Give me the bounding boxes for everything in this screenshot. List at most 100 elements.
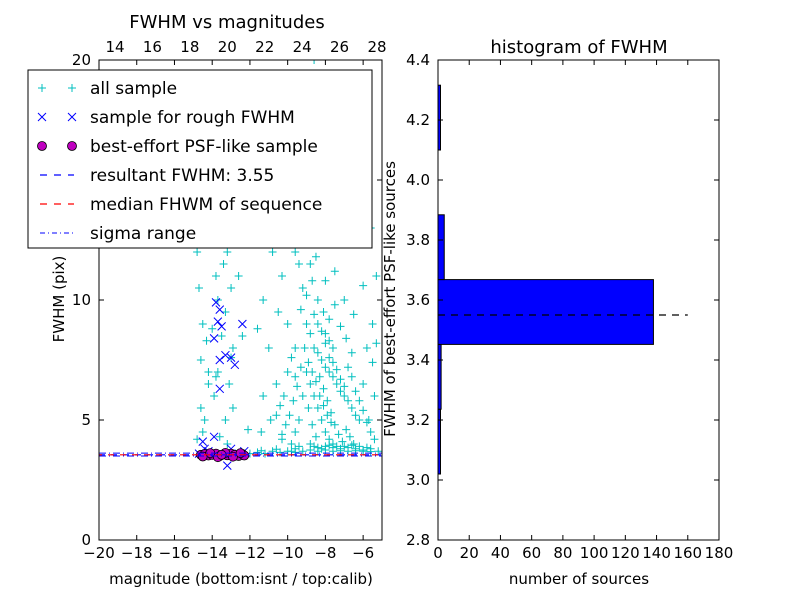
right-y-tick-label: 3.4 <box>406 351 430 369</box>
data-point <box>342 425 351 434</box>
data-point <box>287 440 296 448</box>
data-point <box>338 437 347 446</box>
legend-label: best-effort PSF-like sample <box>90 137 318 157</box>
data-point <box>340 442 349 451</box>
data-point <box>321 276 330 285</box>
data-point <box>344 447 353 456</box>
data-point <box>334 430 343 439</box>
data-point <box>283 447 292 456</box>
right-x-tick-label: 20 <box>460 544 479 562</box>
data-point <box>351 411 360 420</box>
left-x-tick-label: −18 <box>121 544 153 562</box>
left-top-x-tick-label: 14 <box>105 38 124 56</box>
legend-marker <box>37 141 47 151</box>
data-point <box>366 447 375 456</box>
data-point <box>362 443 371 452</box>
data-point <box>296 305 305 314</box>
right-x-tick-label: 120 <box>611 544 640 562</box>
data-point <box>198 437 208 446</box>
data-point <box>300 344 309 352</box>
data-point <box>340 296 349 304</box>
right-x-tick-label: 180 <box>705 544 734 562</box>
left-top-x-tick-label: 20 <box>218 38 237 56</box>
legend-entry: best-effort PSF-like sample <box>37 137 318 157</box>
data-point <box>196 404 205 412</box>
data-point <box>319 401 328 410</box>
data-point <box>211 372 220 381</box>
right-x-tick-label: 160 <box>673 544 702 562</box>
data-point <box>193 248 202 256</box>
right-y-tick-label: 4.0 <box>406 171 430 189</box>
data-point <box>313 447 322 456</box>
data-point <box>208 324 217 333</box>
left-x-tick-label: −8 <box>314 544 336 562</box>
data-point <box>211 272 220 280</box>
data-point <box>359 406 368 415</box>
data-point <box>317 416 326 424</box>
left-top-x-tick-label: 24 <box>293 38 312 56</box>
data-point <box>257 428 266 436</box>
legend-entry: all sample <box>38 79 177 99</box>
data-point <box>310 344 319 352</box>
data-point <box>228 404 237 412</box>
right-plot-area: 0 20 40 60 80 100 120 140 160 180 2.8 3.0 3.2 3.4 3.6 3… <box>406 51 733 562</box>
left-y-tick-label: 0 <box>81 531 91 549</box>
data-point <box>308 368 317 376</box>
right-chart-title: histogram of FWHM <box>490 37 667 58</box>
data-point <box>213 368 222 376</box>
data-point <box>272 380 281 388</box>
data-point <box>304 358 313 367</box>
data-point <box>336 375 345 384</box>
data-point <box>317 356 326 364</box>
data-point <box>362 418 371 427</box>
data-point <box>311 377 320 386</box>
data-point <box>283 320 292 328</box>
data-point <box>366 428 375 436</box>
left-top-x-tick-label: 18 <box>180 38 199 56</box>
data-point <box>202 336 211 345</box>
data-point <box>221 350 230 360</box>
data-point <box>198 428 207 436</box>
data-point <box>302 291 311 300</box>
data-point <box>257 446 266 455</box>
data-point <box>204 368 213 376</box>
left-top-x-tick-label: 26 <box>330 38 349 56</box>
data-point <box>298 447 307 456</box>
left-y-tick-label: 5 <box>81 411 91 429</box>
right-y-tick-label: 4.4 <box>406 51 430 69</box>
data-point <box>336 322 345 331</box>
data-point <box>310 60 319 64</box>
data-point <box>372 339 381 348</box>
data-point <box>310 442 319 451</box>
data-point <box>268 248 277 256</box>
legend-marker <box>67 141 77 151</box>
data-point <box>349 310 358 319</box>
legend-marker <box>38 84 46 92</box>
data-point <box>283 368 292 376</box>
data-point <box>347 404 356 412</box>
right-x-tick-label: 0 <box>433 544 443 562</box>
histogram-bar <box>437 279 654 345</box>
data-point <box>194 284 203 292</box>
data-point <box>344 396 353 405</box>
data-point <box>321 428 330 436</box>
legend-entry: median FHWM of sequence <box>40 195 322 215</box>
data-point <box>215 355 225 365</box>
legend-label: all sample <box>90 79 177 99</box>
data-point <box>342 334 351 343</box>
data-point <box>362 344 371 352</box>
right-x-tick-label: 80 <box>553 544 572 562</box>
data-point <box>313 348 322 357</box>
data-point <box>304 404 313 412</box>
data-point <box>311 432 320 441</box>
data-point <box>332 380 341 388</box>
data-point <box>223 248 232 256</box>
data-point <box>278 430 287 439</box>
data-point <box>291 428 300 436</box>
data-point <box>306 329 315 338</box>
data-point <box>223 440 232 448</box>
legend-entry: sigma range <box>40 224 196 244</box>
data-point <box>217 322 226 331</box>
left-x-tick-label: −12 <box>234 544 266 562</box>
